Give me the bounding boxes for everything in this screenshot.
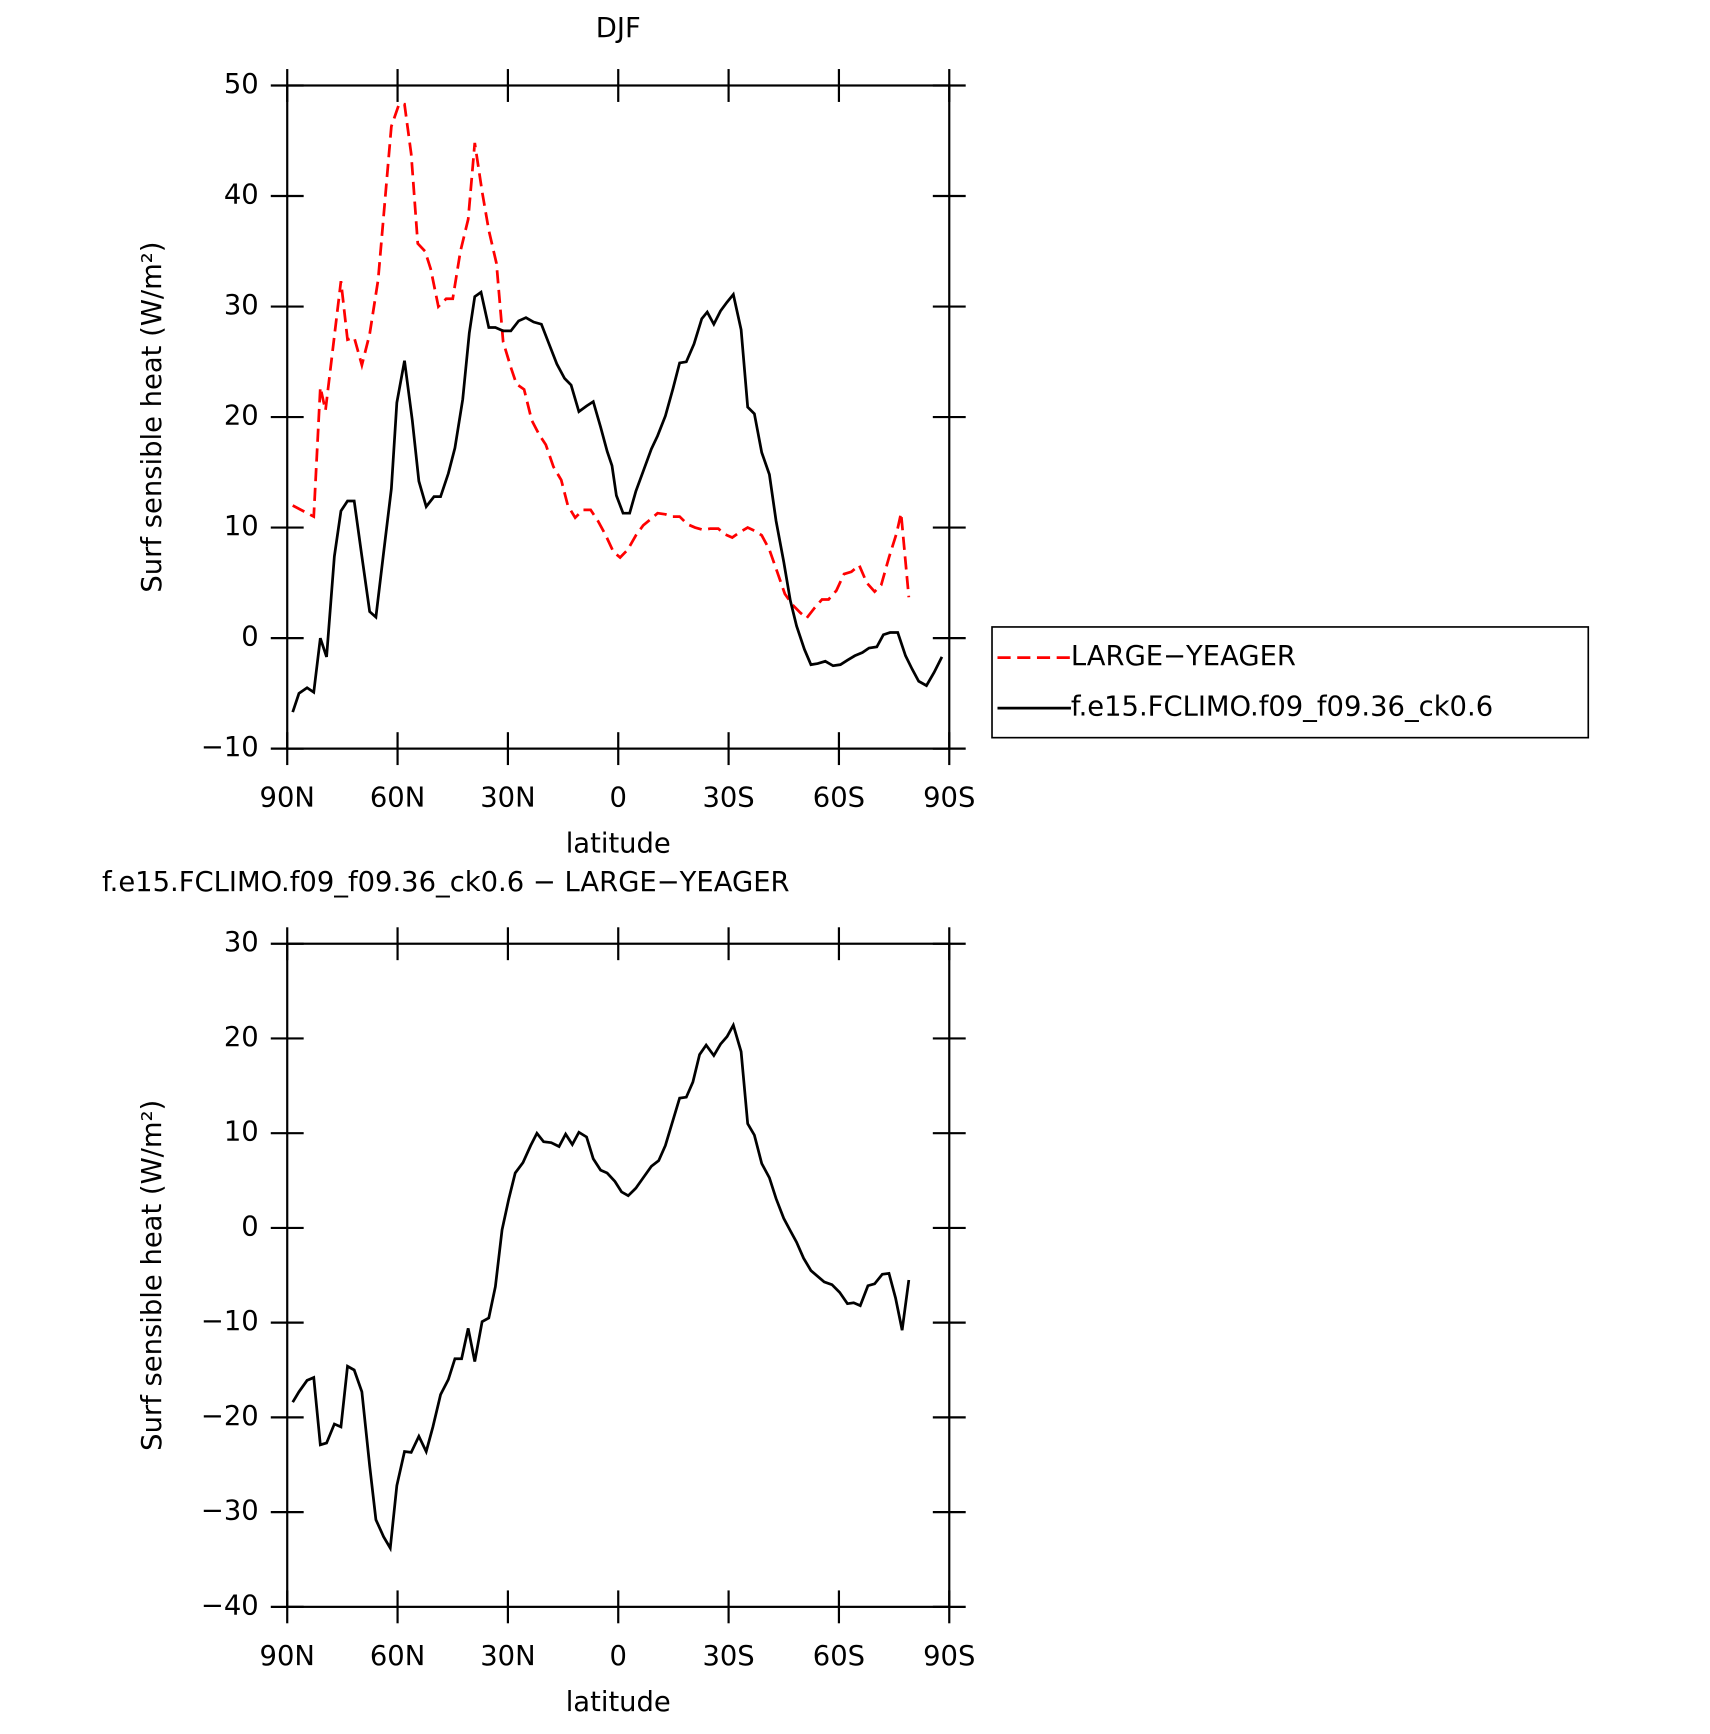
- x-tick-label: 60N: [370, 783, 425, 814]
- y-tick-label: 0: [241, 1211, 258, 1242]
- x-tick-label: 90S: [923, 783, 975, 814]
- y-tick-label: −10: [201, 732, 259, 763]
- y-tick-label: −30: [201, 1496, 259, 1527]
- x-tick-label: 0: [610, 1641, 627, 1672]
- x-tick-label: 60S: [813, 783, 865, 814]
- chart-title: DJF: [596, 13, 641, 44]
- x-tick-label: 90N: [260, 1641, 315, 1672]
- y-tick-label: −40: [201, 1590, 259, 1621]
- legend-label: f.e15.FCLIMO.f09_f09.36_ck0.6: [1071, 692, 1493, 723]
- plot-frame: [286, 942, 951, 1608]
- legend-label: LARGE−YEAGER: [1071, 641, 1296, 672]
- y-tick-label: −10: [201, 1306, 259, 1337]
- x-tick-label: 30N: [480, 1641, 535, 1672]
- y-tick-label: 30: [224, 290, 259, 321]
- x-tick-label: 90N: [260, 783, 315, 814]
- data-line: [291, 289, 944, 713]
- y-tick-label: 20: [224, 1022, 259, 1053]
- y-axis-label: Surf sensible heat (W/m²): [137, 1100, 168, 1451]
- y-tick-label: 50: [224, 69, 259, 100]
- x-tick-label: 30N: [480, 783, 535, 814]
- data-line: [291, 1021, 911, 1553]
- x-tick-label: 90S: [923, 1641, 975, 1672]
- y-tick-label: 10: [224, 1117, 259, 1148]
- y-tick-label: 10: [224, 511, 259, 542]
- x-tick-label: 0: [610, 783, 627, 814]
- x-axis-label: latitude: [566, 829, 671, 860]
- y-tick-label: 20: [224, 401, 259, 432]
- x-tick-label: 30S: [702, 783, 754, 814]
- y-tick-label: −20: [201, 1401, 259, 1432]
- y-tick-label: 40: [224, 180, 259, 211]
- data-line: [292, 102, 911, 621]
- chart-title: f.e15.FCLIMO.f09_f09.36_ck0.6 − LARGE−YE…: [102, 867, 790, 898]
- x-tick-label: 60S: [813, 1641, 865, 1672]
- legend-box: [991, 626, 1590, 739]
- x-tick-label: 60N: [370, 1641, 425, 1672]
- x-tick-label: 30S: [702, 1641, 754, 1672]
- y-tick-label: 30: [224, 927, 259, 958]
- y-tick-label: 0: [241, 622, 258, 653]
- y-axis-label: Surf sensible heat (W/m²): [137, 242, 168, 593]
- x-axis-label: latitude: [566, 1687, 671, 1718]
